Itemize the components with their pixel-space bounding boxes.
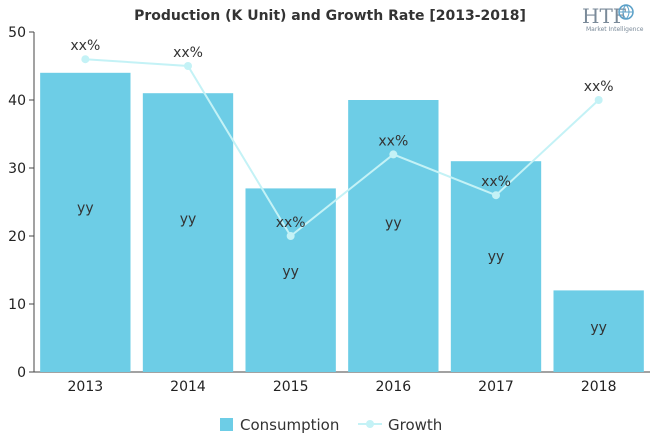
x-tick-label: 2013 [68, 379, 104, 395]
y-tick-label: 0 [17, 365, 26, 381]
logo: HTF Market Intelligence [582, 4, 644, 33]
bar [142, 93, 234, 372]
legend-label-growth: Growth [388, 416, 442, 434]
growth-point [389, 150, 398, 159]
y-tick-labels: 0 10 20 30 40 50 [8, 25, 26, 381]
legend-marker-growth [366, 420, 374, 428]
globe-icon [618, 4, 634, 20]
growth-point [492, 191, 500, 200]
bar [245, 188, 336, 372]
line-data-label: xx% [481, 174, 511, 190]
x-tick-label: 2016 [376, 379, 412, 395]
bar-series [40, 72, 644, 373]
y-tick-label: 20 [8, 229, 26, 245]
axes [29, 31, 650, 373]
bar-data-label: yy [282, 264, 299, 280]
logo-text: HTF [582, 4, 627, 28]
y-tick-label: 40 [8, 93, 26, 109]
line-data-label: xx% [276, 215, 306, 231]
bar-data-label: yy [77, 200, 94, 216]
growth-point [286, 232, 295, 240]
line-data-label: xx% [173, 45, 203, 61]
line-data-label: xx% [584, 79, 614, 95]
line-labels: xx% xx% xx% xx% xx% xx% [70, 38, 613, 231]
y-tick-label: 10 [8, 297, 26, 313]
x-tick-label: 2015 [273, 379, 309, 395]
x-tick-label: 2018 [581, 379, 617, 395]
legend: Consumption Growth [220, 416, 442, 434]
bar [348, 100, 439, 372]
y-tick-label: 30 [8, 161, 26, 177]
chart-title: Production (K Unit) and Growth Rate [201… [134, 8, 526, 24]
growth-point [184, 62, 192, 70]
x-tick-label: 2014 [170, 379, 206, 395]
line-data-label: xx% [378, 133, 408, 149]
line-data-label: xx% [70, 38, 100, 54]
bar-data-label: yy [180, 212, 197, 228]
growth-point [594, 96, 603, 104]
bar [40, 72, 131, 373]
bar-data-label: yy [385, 215, 402, 231]
logo-subtext: Market Intelligence [586, 26, 644, 33]
legend-label-consumption: Consumption [240, 416, 339, 434]
bar-labels: yy yy yy yy yy yy [77, 200, 607, 336]
bar-data-label: yy [488, 249, 505, 265]
y-tick-label: 50 [8, 25, 26, 41]
line-series [81, 55, 603, 240]
x-tick-labels: 2013 2014 2015 2016 2017 2018 [68, 379, 617, 395]
bar [553, 290, 644, 372]
growth-point [81, 55, 90, 64]
x-tick-label: 2017 [478, 379, 514, 395]
growth-line [85, 58, 600, 238]
legend-swatch-consumption [220, 418, 233, 431]
bar-data-label: yy [590, 320, 607, 336]
